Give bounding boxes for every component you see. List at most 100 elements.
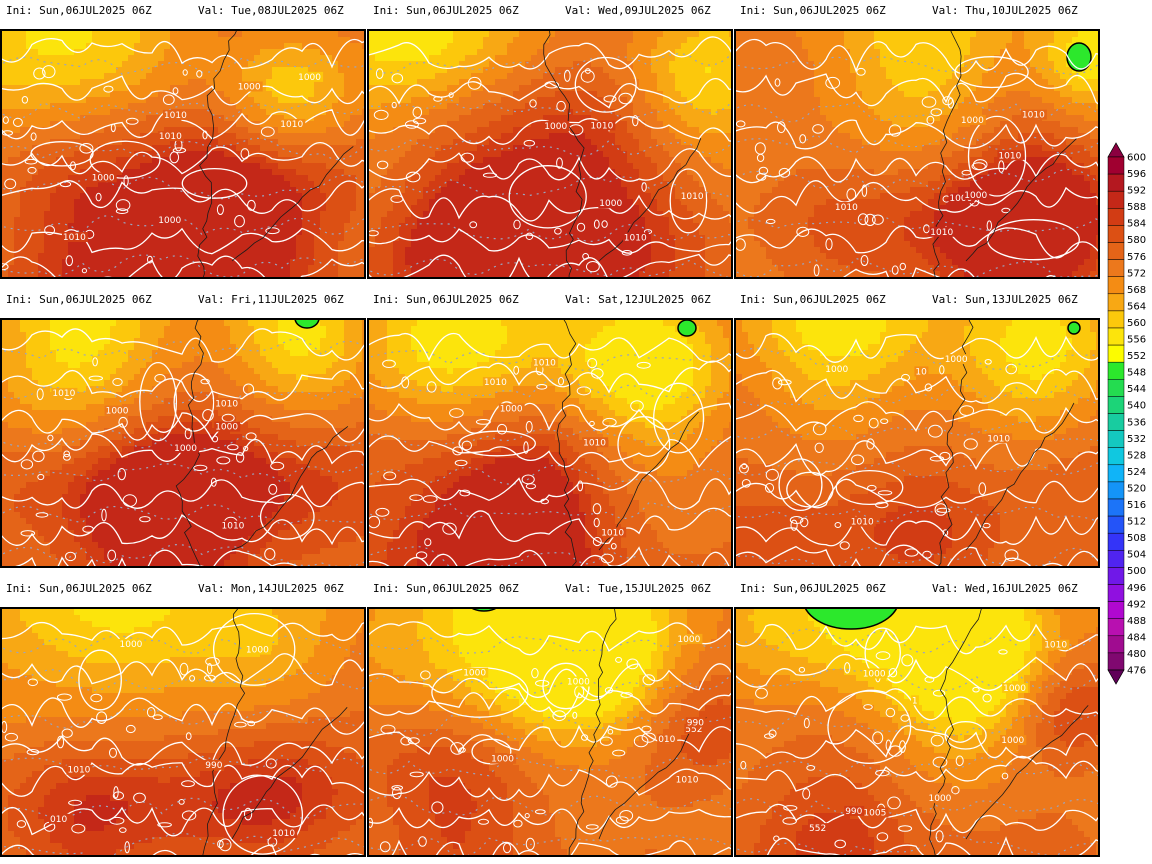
small-contour [79,143,94,154]
small-contour [834,522,842,528]
valid-time-label: Val: Thu,10JUL2025 06Z [932,4,1078,17]
small-contour [641,182,647,192]
small-contour [585,824,599,830]
isobar-line [369,507,731,545]
small-contour [27,166,37,174]
thickness-dotted-line [2,797,364,819]
small-contour [984,359,992,365]
colorbar-box [1107,618,1125,637]
small-contour [418,836,427,847]
small-contour [777,379,792,386]
colorbar-box [1107,584,1125,602]
small-contour [872,214,884,225]
colorbar-box [1107,327,1125,346]
contour-label: 552 [809,824,826,834]
contour-label: 1000 [929,794,952,804]
thickness-dotted-line [369,378,731,399]
isobar-ring [574,56,637,113]
colorbar-label: 560 [1127,318,1146,329]
contour-label: 1010 [601,528,624,538]
small-contour [202,409,214,422]
small-contour [450,742,465,755]
contour-label: 1010 [164,111,187,121]
forecast-panel: Ini: Sun,06JUL2025 06Z Val: Fri,11JUL2025… [0,289,368,571]
small-contour [390,195,404,203]
small-contour [839,541,850,550]
contour-label: 1005 [863,809,886,819]
small-contour [521,474,535,485]
small-contour [234,215,245,228]
contour-label: 1000 [246,646,269,656]
height-map: 1010 10 1010 1000 1000 [734,318,1100,568]
small-contour [122,494,138,507]
isobar-ring [259,493,315,540]
isobar-line [736,38,1098,74]
small-contour [587,358,598,369]
small-contour [124,841,130,854]
colorbar-box [1107,361,1125,380]
small-contour [81,268,88,274]
small-contour [932,689,946,697]
small-contour [765,218,776,225]
small-contour [16,820,27,828]
colorbar-box [1107,652,1125,671]
map-graphic: 1010 1010 1000 1000 1010 1000 [2,320,364,566]
small-contour [405,171,421,183]
isobar-ring [431,666,529,718]
colorbar-box [1107,413,1125,431]
colorbar-label: 520 [1127,484,1146,495]
colorbar-label: 576 [1127,252,1146,263]
small-contour [630,400,644,412]
contour-label: 990 [687,718,704,728]
small-contour [234,721,247,728]
small-contour [798,666,806,673]
coastline [929,609,982,855]
small-contour [115,208,129,214]
contour-label: 1010 [1022,111,1045,121]
small-contour [391,73,404,84]
contour-label: 1010 [681,192,704,202]
colorbar-label: 516 [1127,500,1146,511]
small-contour [633,735,649,748]
small-contour [27,678,38,687]
contour-label: 1010 [987,434,1010,444]
small-contour [82,525,94,533]
small-contour [963,438,978,450]
small-contour [589,420,595,427]
colorbar-box [1107,601,1125,619]
isobar-ring [944,720,987,750]
small-contour [154,374,166,383]
small-contour [942,529,949,537]
small-contour [641,725,652,733]
small-contour [235,452,245,463]
small-contour [119,827,127,833]
contour-label: 1000 [92,173,115,183]
colorbar-label: 584 [1127,219,1146,230]
isobar-ring [471,738,512,765]
small-contour [1001,772,1009,780]
isobar-line [736,653,1098,692]
isobar-line [2,255,364,277]
small-contour [513,819,523,828]
small-contour [36,388,44,401]
small-contour [888,668,898,678]
small-contour [641,732,656,743]
isobar-line [369,768,731,802]
small-contour [812,124,824,134]
isobar-line [2,762,364,797]
small-contour [529,99,537,108]
small-contour [460,152,475,163]
height-map: 1010 1010 1000 1000 1000 1000 1010 1010 [0,29,366,279]
isobar-line [842,267,1056,277]
small-contour [741,463,748,470]
height-map: 1010 1010 1000 1010 1000 [367,29,733,279]
colorbar-label: 532 [1127,434,1146,445]
small-contour [901,373,910,382]
contour-label: 1000 [463,669,486,679]
colorbar-box [1107,344,1125,363]
small-contour [400,736,412,746]
isobar-ring [139,361,178,442]
small-contour [600,553,614,564]
small-contour [772,377,783,390]
thickness-dotted-line [2,174,364,200]
